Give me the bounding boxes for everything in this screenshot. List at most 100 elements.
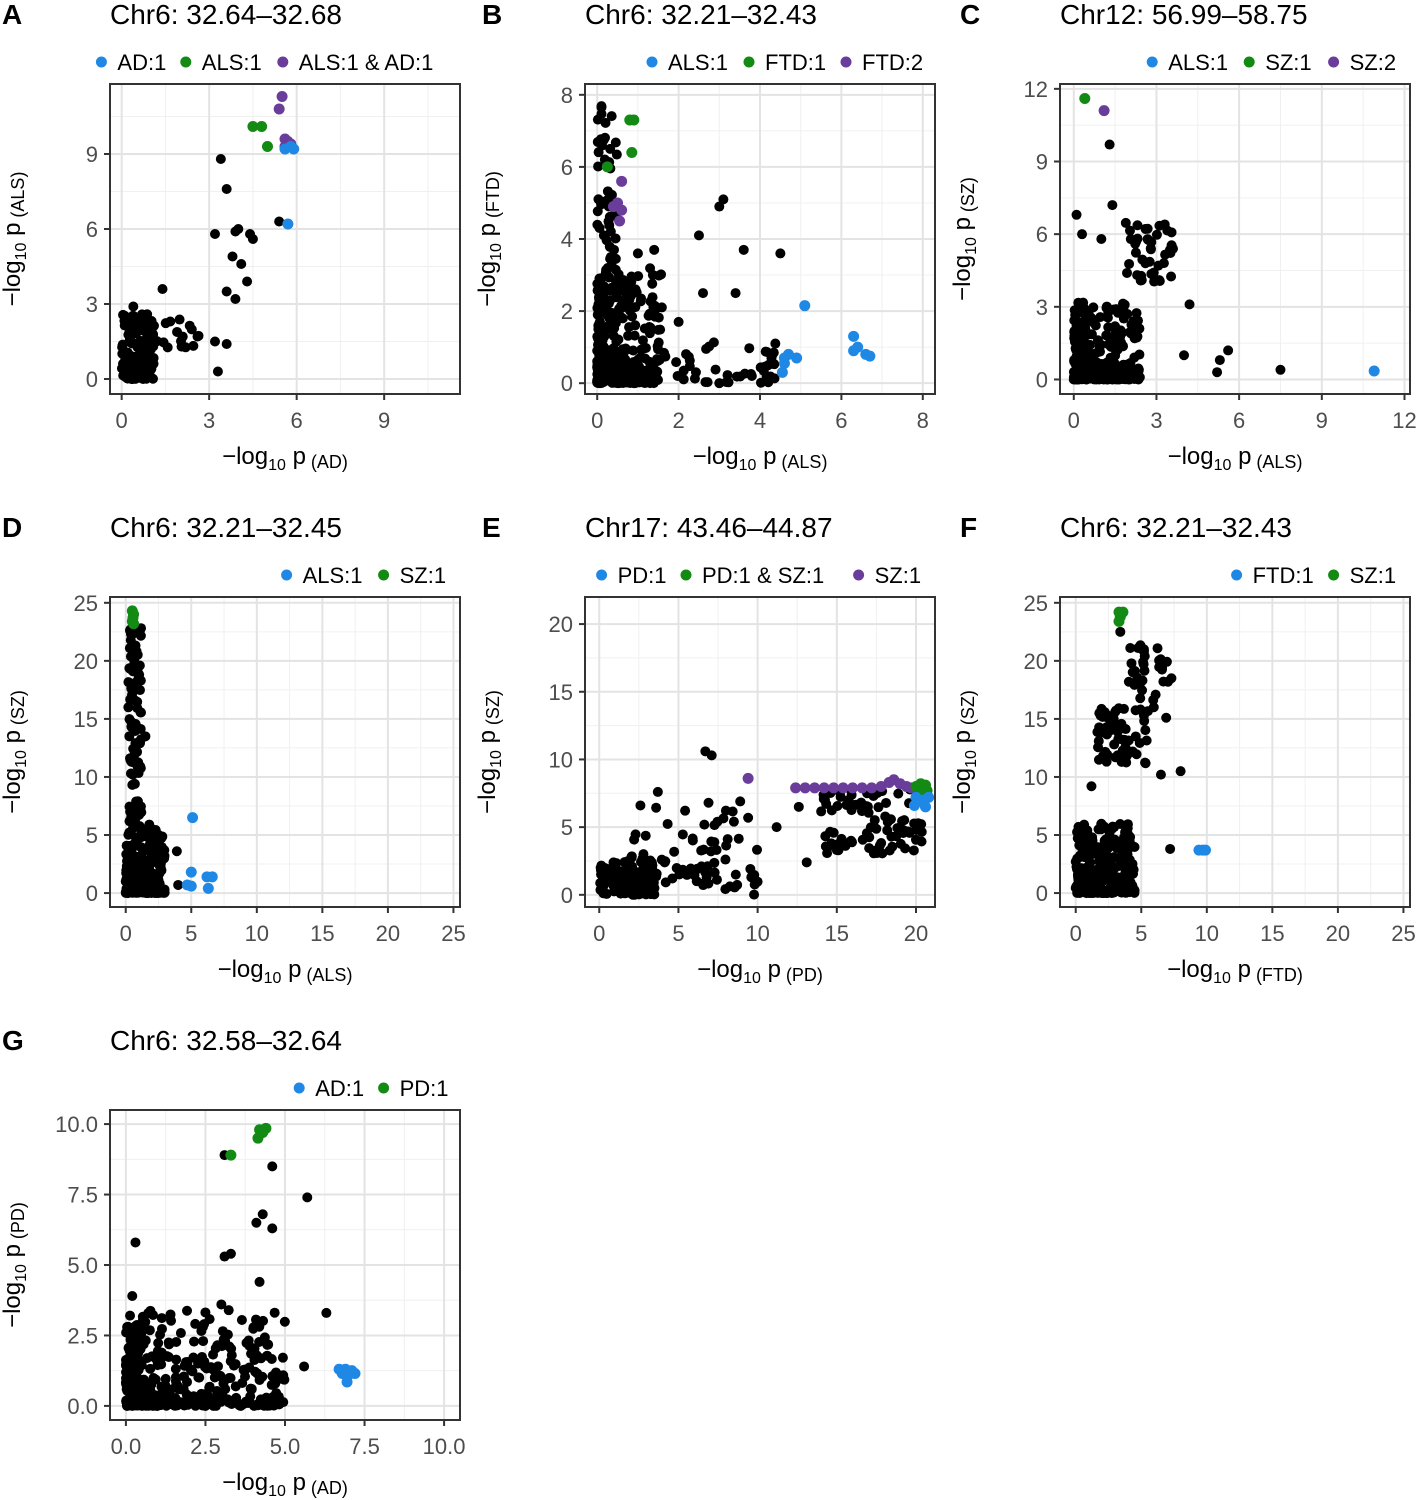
data-point <box>1086 329 1097 340</box>
data-point <box>321 1307 332 1318</box>
x-axis-title-trait: (ALS) <box>301 965 352 985</box>
data-point <box>752 844 763 855</box>
data-point <box>609 861 620 872</box>
x-tick-label: 20 <box>376 921 400 946</box>
y-tick-label: 5 <box>1036 823 1048 848</box>
data-point <box>148 358 159 369</box>
data-point <box>1156 664 1167 675</box>
gridlines <box>110 1110 460 1420</box>
y-axis-title-trait: (PD) <box>8 1202 28 1244</box>
data-point-highlight <box>614 215 626 227</box>
data-point <box>247 234 258 244</box>
data-point <box>119 310 130 321</box>
data-point <box>643 310 654 321</box>
data-point <box>1109 739 1120 750</box>
data-point <box>770 338 781 349</box>
x-tick-label: 0 <box>593 921 605 946</box>
data-point <box>158 846 169 857</box>
data-point <box>190 1400 201 1411</box>
y-axis-title-main: −log <box>949 768 976 814</box>
data-point <box>677 829 688 840</box>
data-point <box>597 296 608 307</box>
x-axis-title-trait: (AD) <box>306 1478 348 1498</box>
data-point <box>140 731 151 742</box>
data-point <box>640 830 651 841</box>
data-point <box>1090 885 1101 896</box>
plot-frame <box>109 596 461 908</box>
data-point <box>703 878 714 889</box>
data-point <box>1126 658 1137 669</box>
data-point <box>818 793 829 804</box>
data-point <box>1155 769 1166 780</box>
panel-title: Chr6: 32.21–32.43 <box>585 0 817 30</box>
points <box>1068 93 1380 385</box>
data-point <box>189 1336 200 1347</box>
data-point <box>730 288 741 299</box>
data-point <box>1138 644 1149 655</box>
data-point <box>868 790 879 801</box>
data-point <box>274 216 285 227</box>
data-point <box>1099 835 1110 846</box>
y-axis-title-sub: 10 <box>488 750 505 768</box>
data-point <box>735 796 746 807</box>
data-point <box>615 357 626 368</box>
y-tick-label: 0 <box>86 367 98 392</box>
data-point <box>1080 826 1091 837</box>
data-point <box>775 248 786 259</box>
legend-key <box>853 569 865 581</box>
y-axis-title-p: p <box>949 217 976 237</box>
data-point <box>226 1350 237 1361</box>
panel-d: D Chr6: 32.21–32.45 ALS:1 SZ:1 0 5 10 15 20 25 0 5 1… <box>0 512 466 987</box>
data-point <box>1074 340 1085 351</box>
data-point <box>1088 302 1099 313</box>
data-point <box>128 626 139 637</box>
y-tick-label: 20 <box>1024 649 1048 674</box>
data-point <box>248 1322 259 1333</box>
data-point <box>710 364 721 375</box>
data-point <box>596 101 607 112</box>
x-axis-title-sub: 10 <box>268 457 286 474</box>
data-point <box>721 840 732 851</box>
y-axis-title-main: −log <box>0 1282 26 1328</box>
data-point <box>1132 220 1143 231</box>
x-axis-title-sub: 10 <box>1213 970 1231 987</box>
data-point-highlight <box>828 782 840 794</box>
panel-title: Chr6: 32.21–32.45 <box>110 512 342 543</box>
data-point <box>864 843 875 854</box>
x-axis-title-main: −log <box>693 443 739 470</box>
data-point <box>120 370 131 381</box>
data-point <box>153 1337 164 1348</box>
data-point <box>132 865 143 876</box>
data-point <box>626 852 637 863</box>
data-point <box>656 302 667 313</box>
data-point <box>699 819 710 830</box>
y-tick-label: 20 <box>549 612 573 637</box>
legend: ALS:1 SZ:1 SZ:2 <box>1146 50 1396 75</box>
data-point <box>221 339 232 349</box>
x-tick-label: 3 <box>203 408 215 433</box>
data-point <box>825 826 836 837</box>
x-tick-label: 2 <box>672 408 684 433</box>
data-point <box>132 796 143 807</box>
data-point <box>136 707 147 718</box>
y-tick-label: 8 <box>561 83 573 108</box>
data-point <box>1153 260 1164 271</box>
data-point <box>240 1371 251 1382</box>
data-point <box>635 370 646 381</box>
data-point <box>266 1379 277 1390</box>
data-point <box>611 149 622 160</box>
data-point <box>678 365 689 376</box>
y-axis-title-sub: 10 <box>13 750 30 768</box>
data-point <box>150 1374 161 1385</box>
data-point <box>163 1337 174 1348</box>
data-point <box>885 814 896 825</box>
data-point <box>1184 299 1195 310</box>
data-point <box>1128 367 1139 378</box>
data-point <box>133 1373 144 1384</box>
data-point <box>630 302 641 313</box>
y-axis-title-main: −log <box>474 261 501 307</box>
data-point <box>1094 851 1105 862</box>
data-point <box>595 884 606 895</box>
data-point <box>714 378 725 389</box>
x-axis-title: −log10 p (ALS) <box>218 956 353 987</box>
